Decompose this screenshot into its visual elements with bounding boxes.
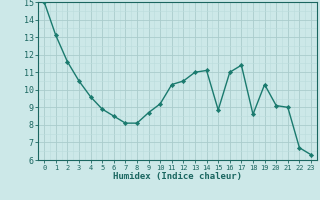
X-axis label: Humidex (Indice chaleur): Humidex (Indice chaleur): [113, 172, 242, 181]
